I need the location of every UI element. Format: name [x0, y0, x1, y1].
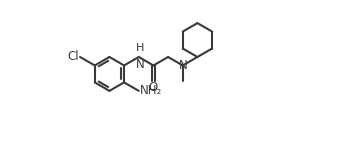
Text: NH₂: NH₂: [139, 84, 162, 97]
Text: O: O: [148, 81, 157, 94]
Text: N: N: [136, 58, 145, 71]
Text: Cl: Cl: [67, 51, 78, 63]
Text: H: H: [136, 43, 144, 53]
Text: N: N: [178, 59, 187, 72]
